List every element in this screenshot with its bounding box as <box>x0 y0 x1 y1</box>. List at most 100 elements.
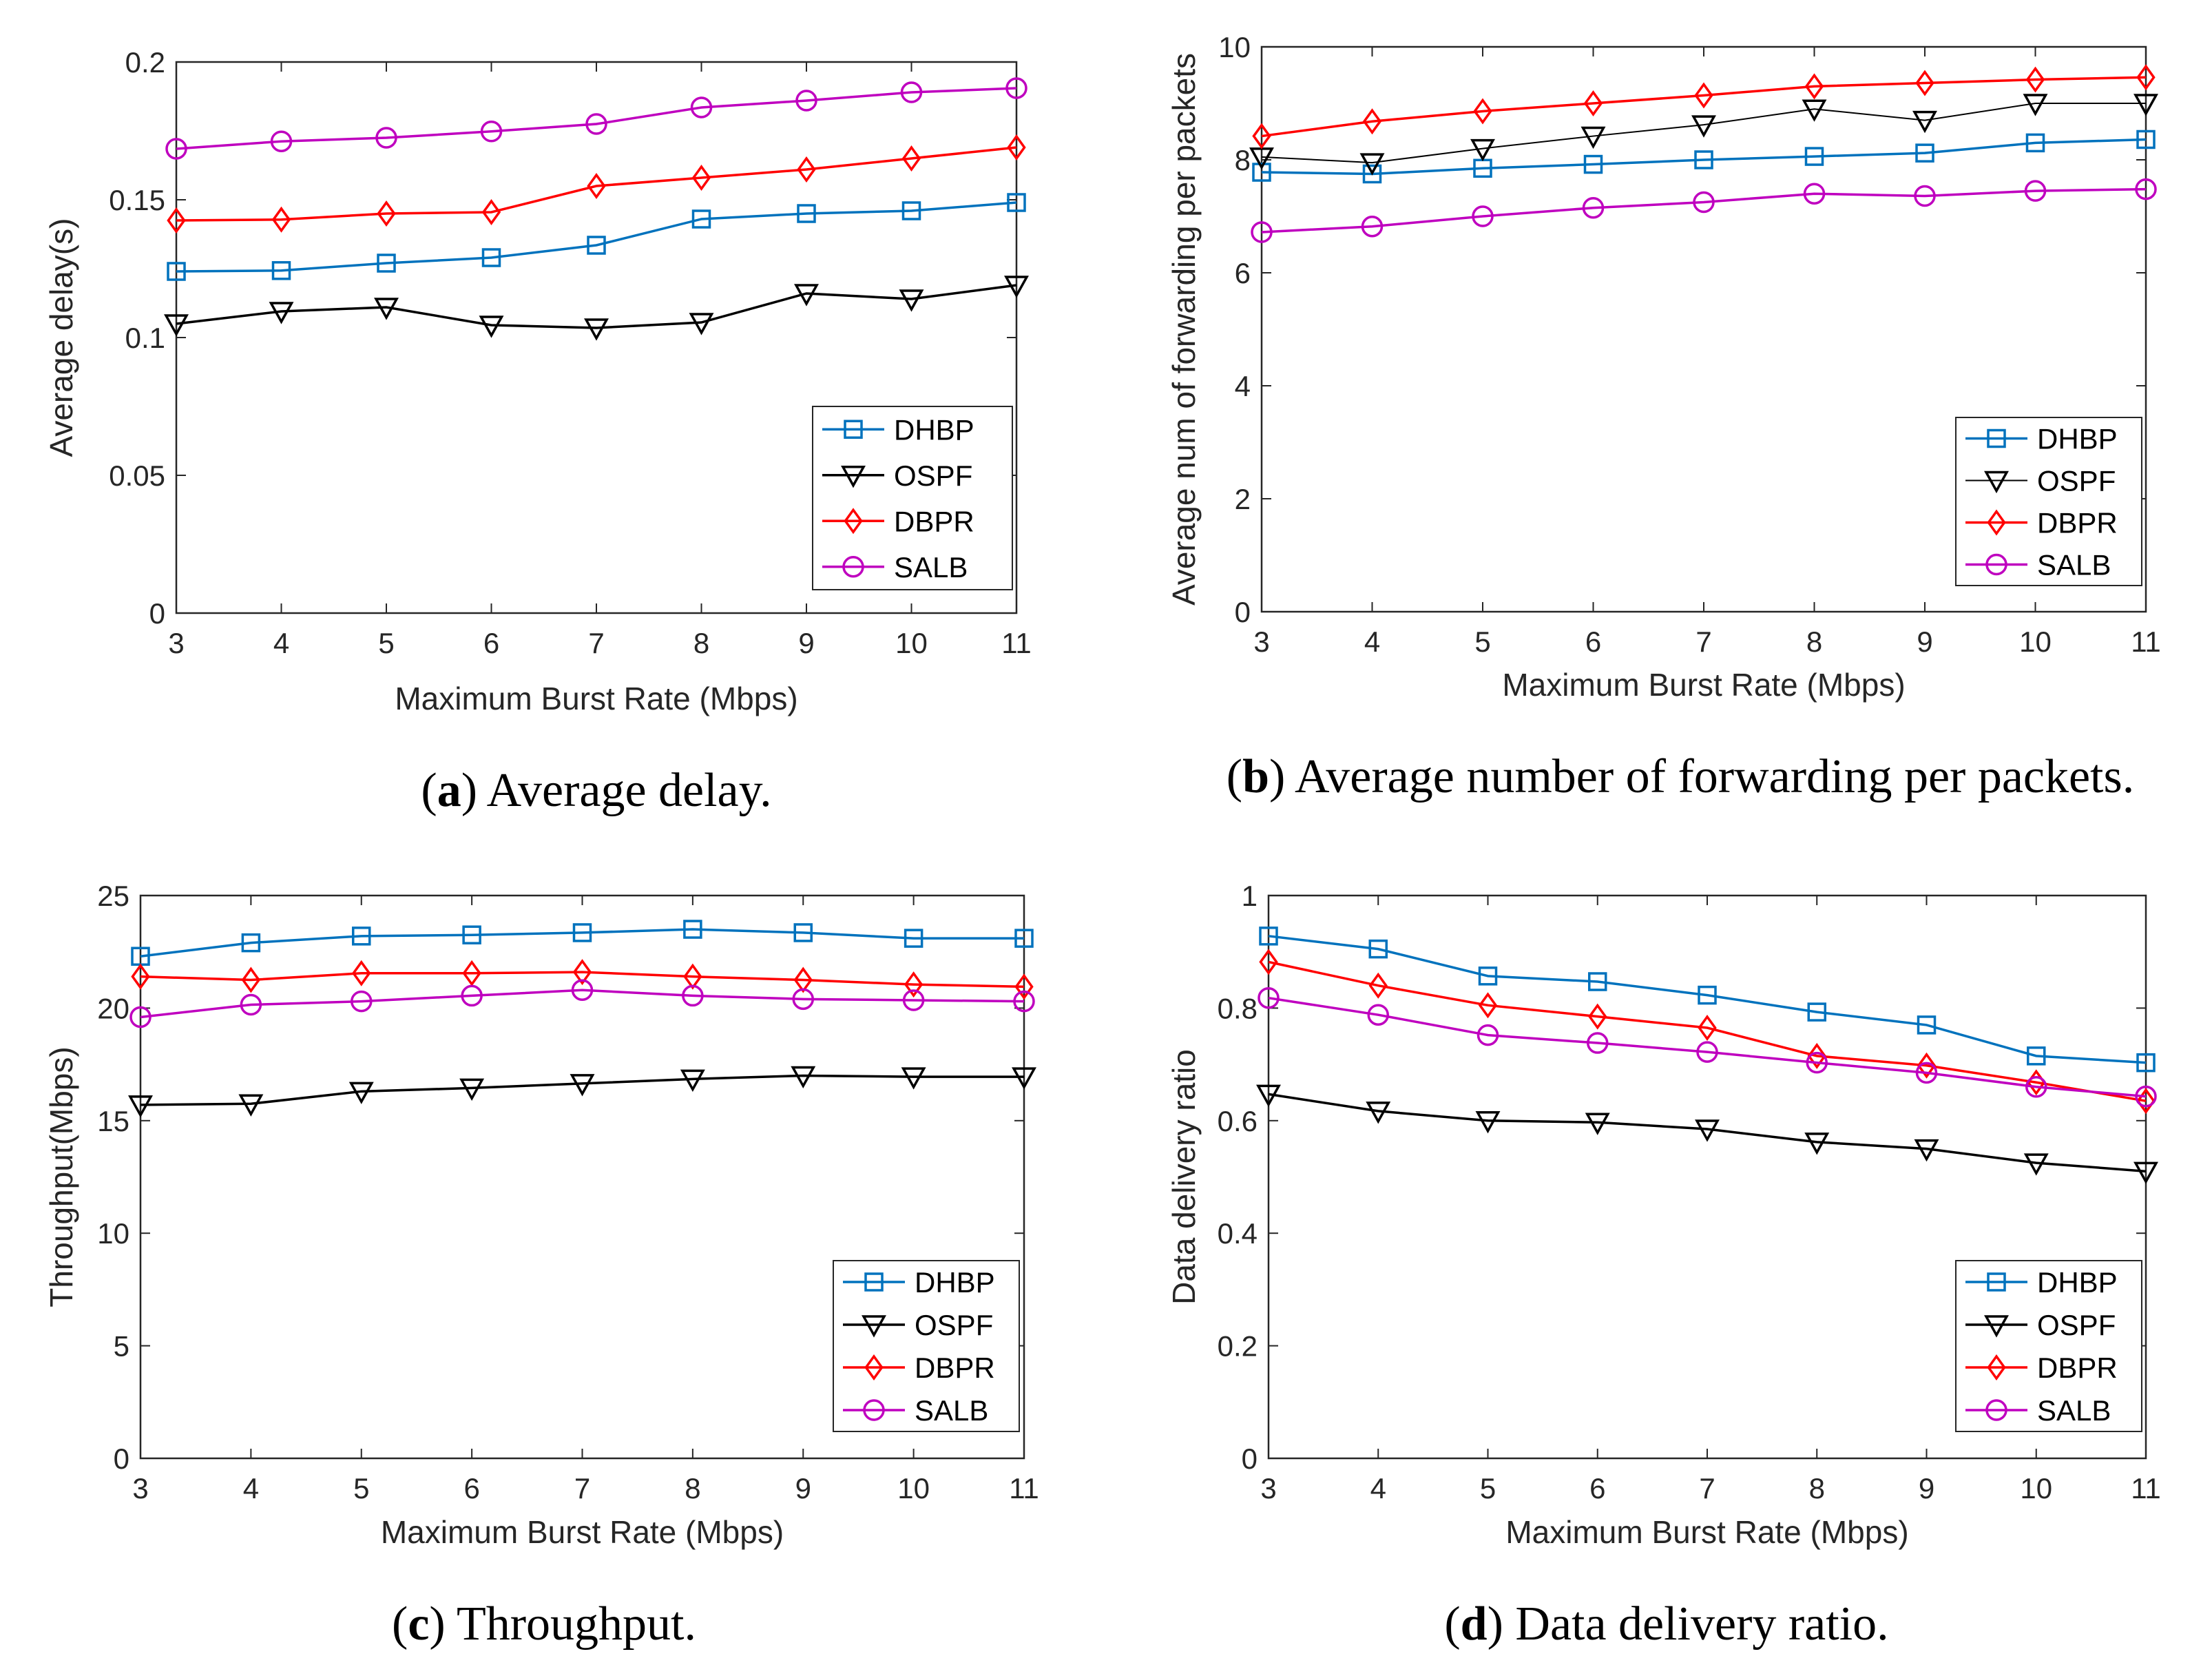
series-line-dbpr <box>1268 960 2147 1102</box>
series-ospf <box>1256 1084 2158 1184</box>
data-point-dhbp <box>352 927 371 946</box>
x-tick-label: 5 <box>1480 1472 1496 1504</box>
data-point-salb <box>2135 178 2157 200</box>
data-point-dbpr <box>352 960 371 986</box>
legend-label-salb: SALB <box>915 1394 988 1427</box>
data-point-ospf <box>899 289 924 312</box>
y-tick-label: 15 <box>97 1105 129 1137</box>
data-point-dhbp <box>1694 150 1713 169</box>
data-point-dbpr <box>1259 949 1278 975</box>
data-point-dhbp <box>572 923 592 942</box>
x-tick-label: 3 <box>132 1472 148 1504</box>
data-point-ospf <box>459 1078 485 1102</box>
legend-marker-salb <box>863 1399 885 1421</box>
data-point-dbpr <box>481 199 501 225</box>
data-point-ospf <box>1366 1102 1391 1124</box>
data-point-salb <box>571 979 594 1002</box>
data-point-dhbp <box>1014 929 1034 948</box>
legend-label-ospf: OSPF <box>894 459 972 492</box>
x-axis-label: Maximum Burst Rate (Mbps) <box>1505 1514 1908 1550</box>
data-point-ospf <box>794 284 819 307</box>
y-tick-label: 20 <box>97 992 129 1024</box>
data-point-dhbp <box>683 920 702 939</box>
data-point-salb <box>792 988 814 1011</box>
legend-marker-ospf <box>862 1315 886 1338</box>
data-point-ospf <box>238 1094 264 1117</box>
series-line-dhbp <box>176 201 1017 273</box>
data-point-dbpr <box>2025 66 2045 93</box>
x-tick-label: 11 <box>1009 1472 1039 1504</box>
data-point-dbpr <box>2136 1088 2156 1115</box>
y-axis-label: Average delay(s) <box>43 218 79 457</box>
legend: DHBP OSPF DBPR SALB <box>1955 1260 2142 1432</box>
y-tick-label: 0.4 <box>1218 1217 1258 1250</box>
data-point-salb <box>1806 1051 1828 1074</box>
data-point-dhbp <box>1804 147 1824 166</box>
series-line-salb <box>140 989 1025 1019</box>
data-point-dhbp <box>1007 193 1026 212</box>
x-tick-label: 4 <box>243 1472 259 1504</box>
x-tick-label: 5 <box>378 627 394 659</box>
legend: DHBP OSPF DBPR SALB <box>812 406 1013 590</box>
data-point-ospf <box>1580 126 1606 149</box>
x-tick-label: 7 <box>574 1472 590 1504</box>
x-tick-label: 11 <box>1001 627 1032 659</box>
data-point-dhbp <box>1259 927 1278 946</box>
data-point-ospf <box>269 302 294 324</box>
data-point-ospf <box>479 316 504 338</box>
series-line-dhbp <box>140 928 1024 958</box>
legend-marker-ospf <box>1984 470 2009 494</box>
x-tick-label: 9 <box>795 1472 811 1504</box>
series-salb <box>1258 986 2157 1108</box>
data-point-ospf <box>1585 1113 1610 1135</box>
x-tick-label: 11 <box>2131 625 2161 658</box>
x-tick-label: 5 <box>1474 625 1490 658</box>
data-point-dhbp <box>793 923 813 942</box>
data-point-salb <box>1587 1032 1609 1054</box>
data-point-dhbp <box>2136 130 2156 149</box>
data-point-dbpr <box>2136 64 2156 91</box>
x-tick-label: 5 <box>353 1472 369 1504</box>
y-tick-label: 6 <box>1235 257 1251 289</box>
legend-marker-ospf <box>841 466 866 488</box>
data-point-dhbp <box>587 236 606 255</box>
data-point-dbpr <box>1473 98 1492 125</box>
data-point-ospf <box>1695 1119 1720 1142</box>
data-point-dbpr <box>1007 134 1026 161</box>
data-point-dbpr <box>377 200 396 227</box>
series-ospf <box>164 276 1029 341</box>
series-ospf <box>1249 94 2158 176</box>
data-point-salb <box>240 993 262 1016</box>
legend-marker-dhbp <box>1987 1272 2006 1292</box>
caption: (a) Average delay. <box>421 764 771 817</box>
x-tick-label: 3 <box>1260 1472 1276 1504</box>
legend-marker-dbpr <box>844 508 863 535</box>
y-axis-label: Throughput(Mbps) <box>43 1046 79 1307</box>
legend-label-dhbp: DHBP <box>915 1266 995 1299</box>
legend-label-salb: SALB <box>2037 549 2111 581</box>
y-tick-label: 0.05 <box>109 459 165 492</box>
y-tick-label: 25 <box>97 880 129 912</box>
x-tick-label: 7 <box>588 627 604 659</box>
x-tick-label: 10 <box>2019 625 2052 658</box>
x-tick-label: 9 <box>798 627 814 659</box>
x-tick-label: 10 <box>2020 1472 2052 1504</box>
x-tick-label: 6 <box>463 1472 479 1504</box>
data-point-ospf <box>1004 276 1029 298</box>
chart-b: 3 4 5 6 7 8 9 10 11 0 2 4 6 8 10 Maximum Burst Rate (Mb… <box>1166 31 2161 803</box>
series-salb <box>1251 178 2157 243</box>
x-tick-label: 6 <box>1585 625 1601 658</box>
caption: (d) Data delivery ratio. <box>1444 1597 1888 1651</box>
x-axis-label: Maximum Burst Rate (Mbps) <box>395 681 797 716</box>
series-salb <box>129 979 1035 1028</box>
x-tick-label: 4 <box>273 627 289 659</box>
x-tick-label: 10 <box>897 1472 930 1504</box>
legend-label-ospf: OSPF <box>2037 465 2116 497</box>
data-point-salb <box>375 127 397 149</box>
data-point-salb <box>1013 990 1035 1013</box>
data-point-dhbp <box>241 933 261 953</box>
data-point-dbpr <box>904 971 924 998</box>
x-tick-label: 9 <box>1919 1472 1934 1504</box>
data-point-ospf <box>2133 1161 2158 1184</box>
